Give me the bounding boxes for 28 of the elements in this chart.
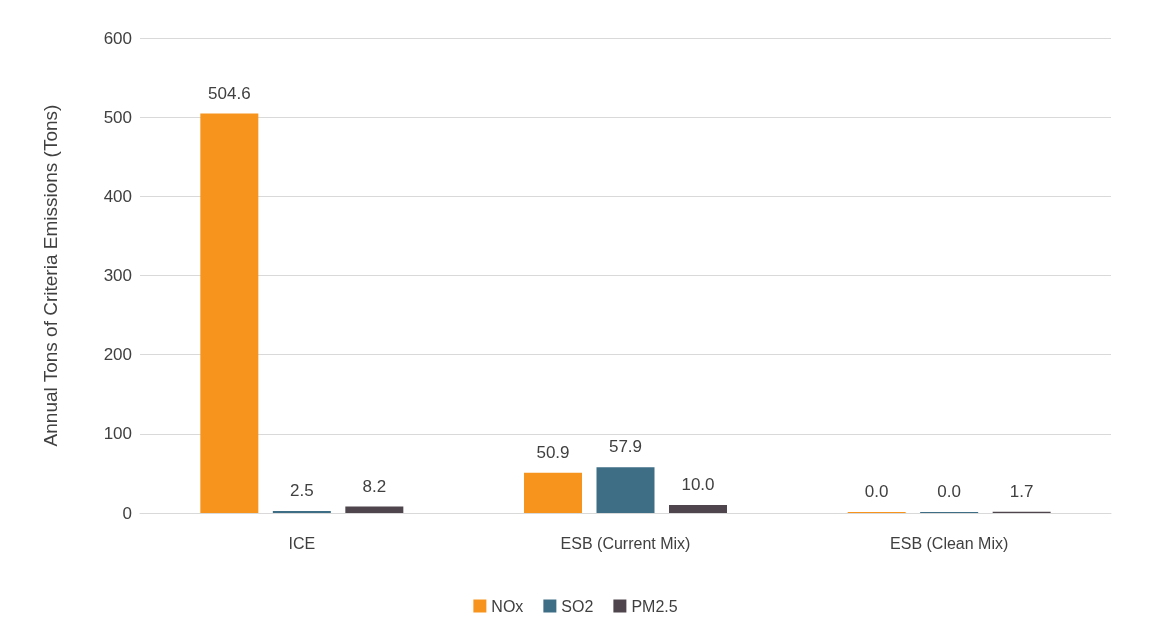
- y-tick-label: 600: [103, 28, 132, 48]
- data-label: 50.9: [536, 442, 570, 462]
- legend-label: SO2: [561, 597, 594, 615]
- bar: [345, 506, 404, 513]
- y-tick-label: 100: [103, 424, 132, 444]
- y-tick-label: 300: [103, 266, 132, 285]
- y-tick-label: 200: [103, 345, 132, 365]
- x-tick-label: ICE: [288, 534, 316, 552]
- bar: [596, 467, 655, 513]
- bar: [524, 472, 582, 513]
- bar: [669, 505, 727, 513]
- y-tick-label: 400: [103, 186, 132, 206]
- data-label: 10.0: [681, 475, 715, 495]
- legend-label: NOx: [491, 597, 524, 615]
- y-axis-title: Annual Tons of Criteria Emissions (Tons): [40, 104, 61, 447]
- data-label: 2.5: [290, 481, 314, 501]
- legend-label: PM2.5: [631, 597, 678, 615]
- bar: [200, 113, 259, 513]
- y-tick-label: 500: [103, 107, 132, 127]
- x-tick-label: ESB (Current Mix): [560, 534, 691, 552]
- data-label: 0.0: [864, 482, 889, 501]
- data-label: 0.0: [937, 482, 961, 501]
- data-label: 504.6: [208, 83, 251, 103]
- data-label: 8.2: [362, 476, 387, 496]
- data-label: 1.7: [1009, 481, 1034, 501]
- x-tick-label: ESB (Clean Mix): [890, 534, 1009, 552]
- y-tick-label: 0: [122, 503, 132, 523]
- data-label: 57.9: [608, 437, 643, 457]
